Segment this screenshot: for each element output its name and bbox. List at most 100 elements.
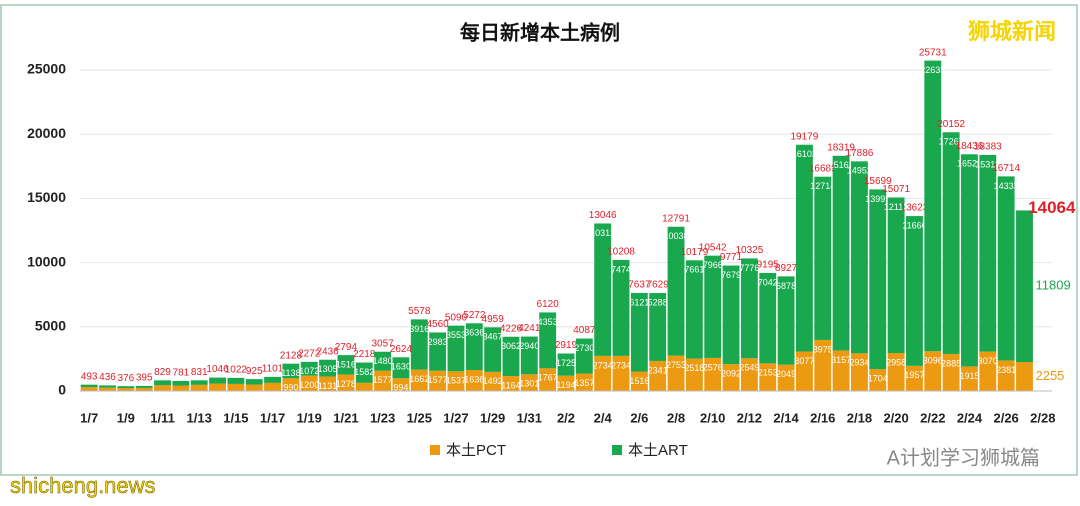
value-label: 2153 <box>758 368 778 378</box>
bar-segment <box>850 161 868 354</box>
chart-title: 每日新增本土病例 <box>460 20 620 44</box>
bar-segment <box>355 362 373 383</box>
bar-segment <box>392 357 410 379</box>
bar-segment <box>649 360 667 391</box>
value-label: 1305 <box>318 364 338 374</box>
bar-segment <box>484 327 502 372</box>
total-label: 4560 <box>426 319 449 330</box>
value-label: 10038 <box>664 231 689 241</box>
value-label: 2934 <box>849 358 869 368</box>
value-label: 2940 <box>519 341 539 351</box>
bar-segment <box>172 385 190 391</box>
bar-segment <box>1016 362 1033 391</box>
total-label: 2436 <box>316 346 339 357</box>
value-label: 1957 <box>904 370 924 380</box>
value-label: 3916 <box>409 324 429 334</box>
bar-segment <box>759 272 777 364</box>
value-label: 2576 <box>703 362 723 372</box>
bar-segment <box>814 176 832 340</box>
value-label: 4353 <box>538 317 558 327</box>
total-label: 831 <box>191 367 208 378</box>
value-label: 1725 <box>556 358 576 368</box>
bar-segment <box>410 319 428 370</box>
value-label: 6121 <box>629 297 649 307</box>
bar-segment <box>319 359 337 377</box>
bar-segment <box>172 380 190 386</box>
total-label: 1046 <box>206 364 229 375</box>
bar-segment <box>740 258 758 359</box>
value-label: 1278 <box>336 379 356 389</box>
value-label: 3636 <box>464 328 484 338</box>
bar-segment <box>906 216 923 366</box>
bar-segment <box>887 197 905 354</box>
total-label: 14064 <box>1028 198 1076 217</box>
value-label: 3077 <box>794 356 814 366</box>
bar-segment <box>1016 210 1033 363</box>
value-label: 7776 <box>739 263 759 273</box>
bar-segment <box>722 364 740 391</box>
bar-segment <box>264 382 282 391</box>
bar-segment <box>429 332 447 371</box>
value-label: 12714 <box>810 181 835 191</box>
x-tick-label: 2/24 <box>957 410 983 425</box>
bar-segment <box>869 369 887 391</box>
value-label: 2734 <box>611 360 631 370</box>
bar-segment <box>777 276 795 365</box>
bar-segment <box>612 355 630 391</box>
value-label: 1577 <box>373 375 393 385</box>
x-tick-label: 2/28 <box>1030 410 1055 425</box>
value-label: 1915 <box>959 371 979 381</box>
x-tick-label: 2/2 <box>557 410 575 425</box>
value-label: 1582 <box>354 367 374 377</box>
total-label: 17886 <box>846 148 874 159</box>
bar-segment <box>337 355 355 375</box>
x-tick-label: 1/7 <box>80 410 98 425</box>
total-label: 12791 <box>662 213 690 224</box>
total-label: 5578 <box>408 306 431 317</box>
total-label: 15699 <box>864 176 892 187</box>
bar-segment <box>117 386 135 389</box>
bar-segment <box>374 370 392 391</box>
x-tick-label: 2/26 <box>993 410 1018 425</box>
bar-segment <box>630 371 648 391</box>
value-label: 2049 <box>776 369 796 379</box>
bar-segment <box>520 374 538 391</box>
total-label: 10179 <box>680 247 708 258</box>
value-label: 3070 <box>978 356 998 366</box>
total-label: 1022 <box>225 365 248 376</box>
x-tick-label: 2/18 <box>847 410 872 425</box>
bar-segment <box>135 385 153 388</box>
bar-segment <box>410 369 428 391</box>
total-label: 4241 <box>518 323 541 334</box>
x-tick-label: 1/25 <box>407 410 432 425</box>
value-label: 2518 <box>684 363 704 373</box>
bar-segment <box>924 60 942 352</box>
bar-segment <box>447 371 465 391</box>
value-label: 2958 <box>886 357 906 367</box>
value-label: 990 <box>283 383 298 393</box>
value-label: 13995 <box>865 194 890 204</box>
value-label: 1131 <box>318 381 337 391</box>
x-tick-label: 1/23 <box>370 410 395 425</box>
x-tick-label: 1/11 <box>150 410 175 425</box>
total-label: 5272 <box>463 310 486 321</box>
legend-swatch <box>612 445 622 455</box>
y-tick-label: 10000 <box>27 253 66 269</box>
value-label: 2092 <box>721 369 741 379</box>
value-label: 7661 <box>684 265 704 275</box>
total-label: 18383 <box>974 142 1002 153</box>
value-label: 2734 <box>593 360 613 370</box>
bar-segment <box>997 360 1015 391</box>
x-tick-label: 2/4 <box>594 410 613 425</box>
value-label: 5288 <box>648 297 668 307</box>
bar-segment <box>722 265 740 365</box>
value-label: 7042 <box>758 277 778 287</box>
value-label: 10312 <box>590 228 615 238</box>
y-tick-label: 15000 <box>27 189 66 205</box>
bar-segment <box>685 358 703 391</box>
total-label: 18436 <box>956 141 984 152</box>
bar-segment <box>997 176 1015 361</box>
legend-swatch <box>430 445 440 455</box>
total-label: 15071 <box>882 184 910 195</box>
total-label: 16689 <box>809 163 837 174</box>
